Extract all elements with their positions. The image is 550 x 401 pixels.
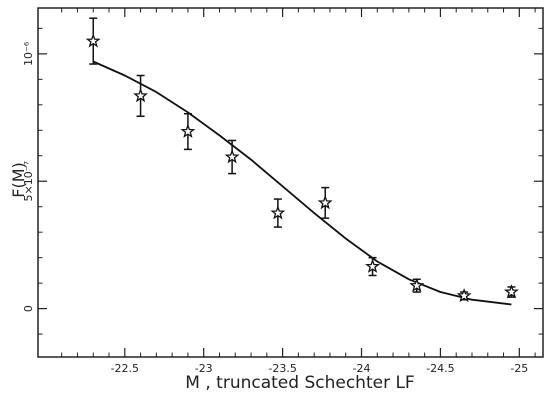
data-point-star [224, 149, 240, 164]
x-tick-label: -24.5 [426, 362, 454, 375]
plot-frame [37, 7, 544, 358]
x-tick-label: -23 [195, 362, 213, 375]
y-tick-label: 10⁻⁶ [22, 41, 35, 66]
y-axis-title: F(M) [9, 162, 28, 198]
x-tick-label: -22.5 [111, 362, 139, 375]
data-point-star [133, 87, 149, 103]
data-point-star [270, 205, 286, 220]
x-tick-label: -23.5 [268, 362, 296, 375]
axis-ticks [38, 8, 543, 357]
y-tick-label: 0 [22, 305, 35, 312]
x-tick-label: -25 [510, 362, 528, 375]
data-point-star [180, 123, 196, 138]
x-axis-title: M , truncated Schechter LF [185, 373, 414, 393]
data-point-star [503, 284, 519, 299]
data-point-star [409, 277, 425, 293]
x-tick-label: -24 [353, 362, 371, 375]
data-point-star [456, 288, 472, 303]
data-point-star [85, 33, 101, 48]
data-point-star [317, 195, 333, 210]
plot-area [85, 17, 519, 306]
data-point-star [365, 258, 381, 273]
tick-labels: -22.5 -23 -23.5 -24 -24.5 -25 0 5×10⁻⁷ 10⁻⁶ [22, 41, 528, 375]
fit-curve [92, 60, 512, 306]
y-tick-label: 5×10⁻⁷ [22, 161, 35, 201]
